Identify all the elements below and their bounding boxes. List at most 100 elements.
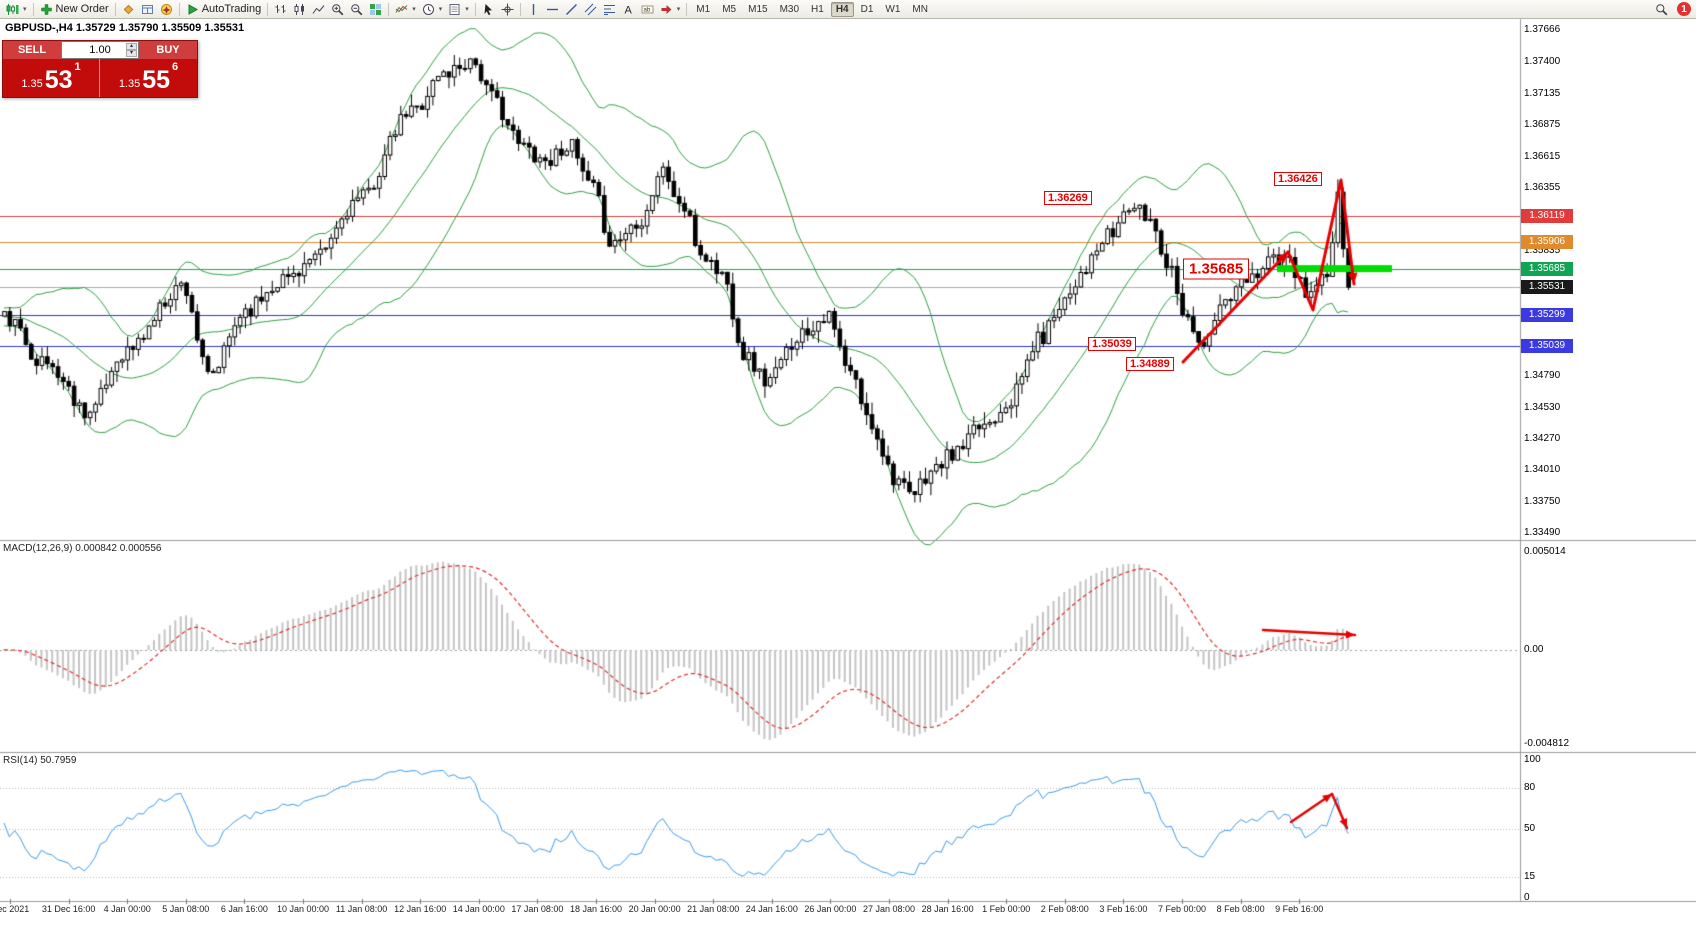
fibonacci-button[interactable]: [600, 1, 619, 18]
price-axis-label: 1.33750: [1524, 495, 1561, 507]
time-axis-label: 2 Feb 08:00: [1040, 904, 1089, 914]
macd-axis-label: -0.004812: [1524, 738, 1570, 750]
indicators-button[interactable]: ▾: [392, 1, 419, 18]
new-order-button[interactable]: New Order: [37, 1, 112, 18]
price-annotation[interactable]: 1.36426: [1274, 172, 1322, 187]
sell-price-sup: 1: [74, 61, 81, 73]
time-axis-label: 17 Jan 08:00: [511, 904, 564, 914]
time-axis-label: 8 Feb 08:00: [1216, 904, 1265, 914]
line-chart-button[interactable]: [309, 1, 328, 18]
rsi-axis-label: 50: [1524, 823, 1536, 834]
timeframe-h1-button[interactable]: H1: [806, 2, 829, 17]
zoom-out-button[interactable]: [347, 1, 366, 18]
rsi-axis-label: 80: [1524, 781, 1536, 793]
trendline-icon: [565, 3, 578, 16]
timeframe-mn-button[interactable]: MN: [907, 2, 933, 17]
new-order-button-label: New Order: [55, 3, 109, 15]
market-watch-icon: [122, 3, 135, 16]
price-annotation[interactable]: 1.35039: [1088, 336, 1136, 351]
periods-button[interactable]: ▾: [419, 1, 446, 18]
zoom-in-icon: [331, 3, 344, 16]
rsi-axis-label: 0: [1524, 892, 1530, 903]
timeframe-m30-button[interactable]: M30: [775, 2, 804, 17]
timeframe-m1-button[interactable]: M1: [691, 2, 715, 17]
symbol-search-button[interactable]: [1652, 1, 1671, 18]
fibo-icon: [603, 3, 616, 16]
trendline-button[interactable]: [562, 1, 581, 18]
timeframe-w1-button[interactable]: W1: [880, 2, 905, 17]
time-axis-label: 24 Jan 16:00: [745, 904, 798, 914]
dropdown-arrow-icon: ▾: [412, 6, 416, 13]
channel-icon: [584, 3, 597, 16]
toolbar-separator: [32, 2, 34, 16]
timeframe-d1-button[interactable]: D1: [856, 2, 879, 17]
vline-icon: [527, 3, 540, 16]
magnifier-icon: [1655, 3, 1668, 16]
new-chart-button[interactable]: ▾: [3, 1, 30, 18]
zoom-in-button[interactable]: [328, 1, 347, 18]
navigator-button[interactable]: [157, 1, 176, 18]
templates-button[interactable]: ▾: [445, 1, 472, 18]
price-annotation[interactable]: 1.35685: [1183, 258, 1250, 280]
sell-price[interactable]: 1.35 53 1: [3, 59, 100, 97]
time-axis-label: 10 Jan 00:00: [276, 904, 330, 914]
price-annotation[interactable]: 1.34889: [1126, 357, 1174, 372]
time-axis-label: Dec 2021: [0, 904, 30, 914]
tile-windows-button[interactable]: [366, 1, 385, 18]
channel-button[interactable]: [581, 1, 600, 18]
data-window-button[interactable]: [138, 1, 157, 18]
price-axis-level-badge: 1.35906: [1521, 234, 1573, 249]
arrows-button[interactable]: ▾: [657, 1, 684, 18]
time-axis-label: 18 Jan 16:00: [569, 904, 623, 914]
volume-field[interactable]: 1.00 ▴ ▾: [61, 41, 139, 59]
sell-button[interactable]: SELL: [3, 41, 61, 59]
cursor-icon: [482, 3, 495, 16]
dropdown-arrow-icon: ▾: [465, 6, 469, 13]
timeframe-h4-button[interactable]: H4: [830, 1, 854, 17]
timeframe-m5-button[interactable]: M5: [717, 2, 741, 17]
market-watch-button[interactable]: [119, 1, 138, 18]
cursor-button[interactable]: [479, 1, 498, 18]
buy-price[interactable]: 1.35 55 6: [100, 59, 197, 97]
sell-price-big: 53: [44, 66, 73, 94]
new-order-icon: [40, 3, 53, 16]
horizontal-line-button[interactable]: [543, 1, 562, 18]
vertical-line-button[interactable]: [524, 1, 543, 18]
macd-label: MACD(12,26,9) 0.000842 0.000556: [3, 543, 162, 554]
new-chart-icon: [6, 3, 19, 16]
time-axis-label: 28 Jan 16:00: [921, 904, 974, 914]
time-axis-label: 6 Jan 16:00: [220, 904, 268, 914]
price-annotation[interactable]: 1.36269: [1044, 191, 1092, 206]
one-click-trading-panel: SELL 1.00 ▴ ▾ BUY 1.35 53 1 1.35 55 6: [2, 40, 198, 98]
indicators-icon: [395, 3, 408, 16]
candlestick-chart-button[interactable]: [290, 1, 309, 18]
timeframe-m15-button[interactable]: M15: [743, 2, 772, 17]
svg-text:ab: ab: [643, 7, 650, 13]
price-axis-level-badge: 1.35531: [1521, 280, 1573, 295]
buy-button[interactable]: BUY: [139, 41, 197, 59]
price-axis-level-badge: 1.35685: [1521, 261, 1573, 276]
time-axis-label: 9 Feb 16:00: [1275, 904, 1324, 914]
notification-badge[interactable]: 1: [1677, 2, 1691, 16]
bar-chart-button[interactable]: [271, 1, 290, 18]
time-axis-label: 27 Jan 08:00: [862, 904, 916, 914]
autotrading-button[interactable]: AutoTrading: [183, 1, 265, 18]
text-label-button[interactable]: ab: [638, 1, 657, 18]
toolbar-separator: [519, 2, 521, 16]
price-axis-level-badge: 1.35299: [1521, 308, 1573, 323]
text-icon: A: [622, 3, 635, 16]
rsi-axis-label: 100: [1524, 754, 1541, 765]
shapes-icon: [660, 3, 673, 16]
toolbar-separator: [474, 2, 476, 16]
line-chart-icon: [312, 3, 325, 16]
time-axis-label: 31 Dec 16:00: [41, 904, 96, 914]
text-button[interactable]: A: [619, 1, 638, 18]
time-axis-label: 26 Jan 00:00: [804, 904, 857, 914]
volume-decrease-button[interactable]: ▾: [126, 50, 137, 57]
autotrading-button-label: AutoTrading: [201, 3, 262, 15]
crosshair-button[interactable]: [498, 1, 517, 18]
price-axis-label: 1.35835: [1524, 244, 1561, 256]
volume-increase-button[interactable]: ▴: [126, 43, 137, 50]
